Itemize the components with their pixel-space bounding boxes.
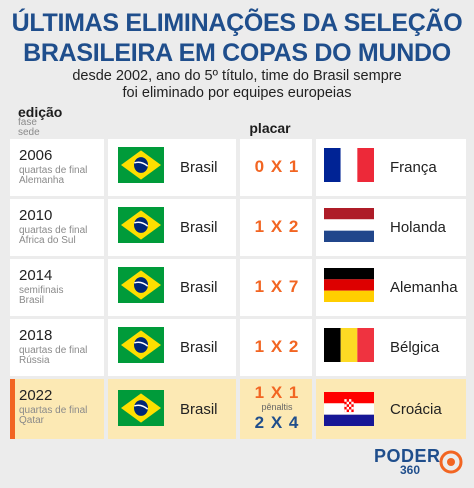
column-divider bbox=[312, 319, 316, 376]
edition-host: Brasil bbox=[19, 295, 45, 306]
logo-wordmark: PODER bbox=[374, 446, 441, 466]
column-divider bbox=[104, 319, 108, 376]
edition-host: Qatar bbox=[19, 415, 45, 426]
column-divider bbox=[236, 199, 240, 256]
team-name: Brasil bbox=[180, 159, 218, 176]
edition-host: África do Sul bbox=[19, 235, 76, 246]
title-line-1: ÚLTIMAS ELIMINAÇÕES DA SELEÇÃO bbox=[11, 9, 463, 37]
page-title: ÚLTIMAS ELIMINAÇÕES DA SELEÇÃO BRASILEIR… bbox=[0, 8, 474, 68]
opponent-name: Croácia bbox=[390, 401, 442, 418]
table-row-highlighted: 2022 quartas de final Qatar Brasil 1 X 1… bbox=[10, 379, 466, 439]
brazil-flag-icon bbox=[118, 147, 164, 183]
edition-phase: quartas de final bbox=[19, 165, 88, 176]
match-score: 1 X 2 bbox=[254, 217, 300, 236]
team-name: Brasil bbox=[180, 339, 218, 356]
match-score: 1 X 7 bbox=[254, 277, 300, 296]
edition-year: 2006 bbox=[19, 147, 53, 164]
germany-flag-icon bbox=[324, 268, 374, 302]
opponent-name: França bbox=[390, 159, 437, 176]
logo-number: 360 bbox=[400, 463, 421, 477]
poder360-logo: PODER 360 bbox=[374, 446, 464, 480]
subtitle-line-1: desde 2002, ano do 5º título, time do Br… bbox=[72, 68, 402, 84]
match-score: 1 X 1 bbox=[254, 383, 300, 402]
column-divider bbox=[236, 139, 240, 196]
column-divider bbox=[312, 379, 316, 439]
opponent-name: Alemanha bbox=[390, 279, 458, 296]
edition-host: Alemanha bbox=[19, 175, 65, 186]
column-divider bbox=[104, 139, 108, 196]
edition-year: 2018 bbox=[19, 327, 53, 344]
match-score: 0 X 1 bbox=[254, 157, 300, 176]
netherlands-flag-icon bbox=[324, 208, 374, 242]
edition-phase: quartas de final bbox=[19, 225, 88, 236]
team-name: Brasil bbox=[180, 279, 218, 296]
brazil-flag-icon bbox=[118, 390, 164, 426]
penalties-label: pênaltis bbox=[261, 402, 293, 412]
table-row: 2010 quartas de final África do Sul Bras… bbox=[10, 199, 466, 256]
croatia-flag-icon bbox=[324, 392, 374, 426]
column-divider bbox=[312, 199, 316, 256]
edition-cell: 2022 quartas de final Qatar bbox=[10, 379, 104, 439]
column-divider bbox=[104, 259, 108, 316]
belgium-flag-icon bbox=[324, 328, 374, 362]
edition-year: 2014 bbox=[19, 267, 53, 284]
title-line-2: BRASILEIRA EM COPAS DO MUNDO bbox=[23, 39, 451, 67]
poder360-mark-icon bbox=[439, 450, 463, 474]
column-header-placar: placar bbox=[249, 120, 291, 136]
team-name: Brasil bbox=[180, 219, 218, 236]
column-divider bbox=[236, 319, 240, 376]
opponent-name: Bélgica bbox=[390, 339, 440, 356]
edition-cell: 2006 quartas de final Alemanha bbox=[10, 139, 104, 196]
column-divider bbox=[312, 139, 316, 196]
table-row: 2006 quartas de final Alemanha Brasil 0 … bbox=[10, 139, 466, 196]
table-row: 2014 semifinais Brasil Brasil 1 X 7 Alem… bbox=[10, 259, 466, 316]
edition-phase: quartas de final bbox=[19, 345, 88, 356]
table-row: 2018 quartas de final Rússia Brasil 1 X … bbox=[10, 319, 466, 376]
brazil-flag-icon bbox=[118, 267, 164, 303]
opponent-name: Holanda bbox=[390, 219, 446, 236]
column-divider bbox=[104, 199, 108, 256]
column-divider bbox=[312, 259, 316, 316]
match-score: 1 X 2 bbox=[254, 337, 300, 356]
column-divider bbox=[236, 259, 240, 316]
subtitle-line-2: foi eliminado por equipes europeias bbox=[122, 85, 352, 101]
edition-host: Rússia bbox=[19, 355, 50, 366]
column-subheader-sede: sede bbox=[18, 127, 40, 138]
team-name: Brasil bbox=[180, 401, 218, 418]
edition-phase: semifinais bbox=[19, 285, 64, 296]
highlight-accent-bar bbox=[10, 379, 15, 439]
edition-year: 2022 bbox=[19, 387, 53, 404]
edition-year: 2010 bbox=[19, 207, 53, 224]
column-divider bbox=[236, 379, 240, 439]
edition-cell: 2010 quartas de final África do Sul bbox=[10, 199, 104, 256]
brazil-flag-icon bbox=[118, 327, 164, 363]
edition-phase: quartas de final bbox=[19, 405, 88, 416]
column-subheader-fase: fase bbox=[18, 117, 37, 128]
column-header-edicao: edição bbox=[18, 104, 63, 120]
penalties-score: 2 X 4 bbox=[254, 413, 300, 432]
brazil-flag-icon bbox=[118, 207, 164, 243]
edition-cell: 2018 quartas de final Rússia bbox=[10, 319, 104, 376]
column-divider bbox=[104, 379, 108, 439]
subtitle: desde 2002, ano do 5º título, time do Br… bbox=[0, 68, 474, 102]
edition-cell: 2014 semifinais Brasil bbox=[10, 259, 104, 316]
france-flag-icon bbox=[324, 148, 374, 182]
